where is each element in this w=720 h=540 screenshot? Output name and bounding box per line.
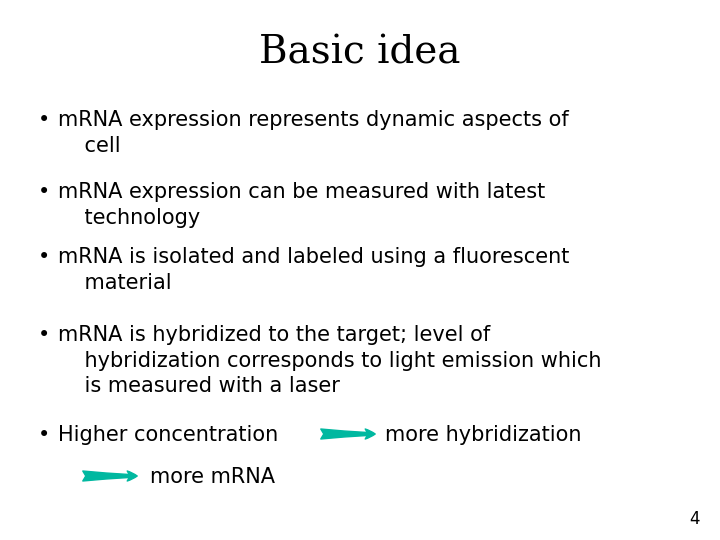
Text: more hybridization: more hybridization — [385, 425, 582, 445]
Text: more mRNA: more mRNA — [150, 467, 275, 487]
Text: mRNA is isolated and labeled using a fluorescent
    material: mRNA is isolated and labeled using a flu… — [58, 247, 570, 293]
Text: •: • — [38, 325, 50, 345]
Text: mRNA expression can be measured with latest
    technology: mRNA expression can be measured with lat… — [58, 182, 545, 227]
Text: •: • — [38, 247, 50, 267]
Text: mRNA expression represents dynamic aspects of
    cell: mRNA expression represents dynamic aspec… — [58, 110, 569, 156]
Text: •: • — [38, 425, 50, 445]
Text: Basic idea: Basic idea — [259, 35, 461, 72]
Text: •: • — [38, 110, 50, 130]
Text: mRNA is hybridized to the target; level of
    hybridization corresponds to ligh: mRNA is hybridized to the target; level … — [58, 325, 601, 396]
Text: Higher concentration: Higher concentration — [58, 425, 278, 445]
Text: 4: 4 — [690, 510, 700, 528]
Text: •: • — [38, 182, 50, 202]
